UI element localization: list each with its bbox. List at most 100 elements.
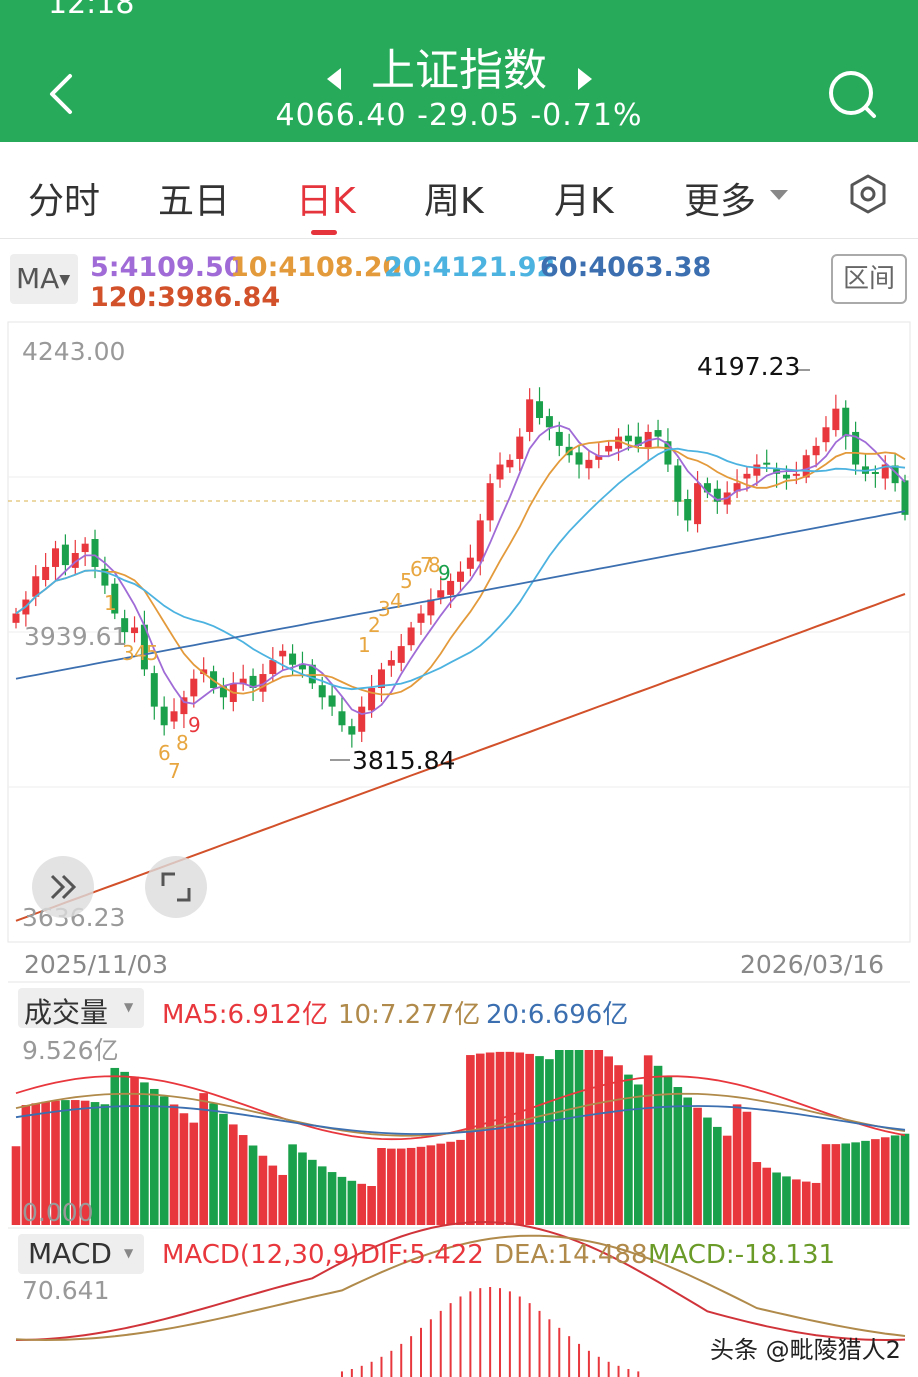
fullscreen-button[interactable] — [145, 856, 207, 918]
candle-body — [476, 520, 484, 562]
tab-intraday[interactable]: 分时 — [28, 181, 101, 222]
candle-body — [457, 571, 464, 582]
tab-five-day[interactable]: 五日 — [158, 181, 231, 222]
candle-body — [684, 498, 692, 521]
volume-bar — [169, 1104, 179, 1225]
volume-bar — [347, 1180, 357, 1225]
volume-bar — [238, 1135, 248, 1225]
volume-selector[interactable] — [18, 988, 144, 1028]
td-marker: 8 — [176, 731, 189, 755]
period-tabs — [0, 142, 918, 239]
candle-body — [318, 685, 326, 698]
volume-bar — [485, 1052, 495, 1225]
back-chevron-icon[interactable] — [50, 74, 72, 114]
candle-body — [269, 660, 277, 675]
td-marker: 1 — [358, 633, 371, 657]
chevron-down-icon: ▼ — [124, 1246, 134, 1260]
volume-ma5: MA5:6.912亿 — [162, 1000, 328, 1030]
tab-daily-k[interactable]: 日K — [296, 181, 356, 222]
next-index-triangle-icon[interactable] — [578, 68, 592, 90]
candle-body — [713, 488, 721, 502]
candle-body — [763, 462, 771, 465]
volume-ma20: 20:6.696亿 — [486, 1000, 629, 1030]
macd-value: MACD:-18.131 — [648, 1240, 836, 1270]
volume-bar — [21, 1105, 31, 1225]
volume-bar — [268, 1165, 278, 1225]
candle-body — [822, 427, 830, 443]
volume-selector-label: 成交量 — [24, 996, 109, 1029]
volume-bar — [11, 1146, 21, 1225]
volume-bar — [525, 1053, 534, 1225]
volume-bar — [51, 1100, 60, 1225]
ma10-value: 10:4108.20 — [230, 252, 402, 283]
volume-bar — [653, 1065, 663, 1225]
candle-body — [417, 613, 425, 623]
kline-y-top: 4243.00 — [22, 337, 126, 366]
volume-bar — [752, 1162, 762, 1225]
td-marker: 9 — [438, 561, 451, 585]
candle-body — [486, 483, 494, 521]
range-button[interactable]: 区间 — [831, 254, 907, 304]
candle-body — [131, 627, 139, 634]
volume-bar — [308, 1159, 317, 1225]
active-tab-indicator — [311, 230, 337, 235]
volume-bar — [80, 1100, 90, 1225]
candle-body — [437, 590, 445, 598]
volume-bar — [742, 1111, 752, 1225]
td-marker: 3 — [378, 597, 391, 621]
volume-bar — [446, 1141, 455, 1225]
td-marker: 3 — [122, 641, 135, 665]
volume-bar — [298, 1152, 307, 1225]
volume-bar — [387, 1148, 396, 1225]
candle-body — [526, 399, 534, 432]
candle-body — [871, 471, 879, 474]
candle-body — [881, 464, 889, 479]
candle-body — [298, 663, 306, 670]
volume-bar — [110, 1067, 120, 1225]
candle-body — [585, 459, 593, 469]
ma120-value: 120:3986.84 — [90, 282, 281, 313]
more-dropdown-icon[interactable] — [770, 190, 788, 200]
volume-bar — [258, 1155, 268, 1225]
candle-body — [664, 441, 672, 465]
volume-bar — [120, 1071, 129, 1225]
candle-body — [407, 627, 415, 646]
volume-bar — [288, 1144, 297, 1225]
volume-bar — [604, 1056, 613, 1225]
candle-body — [634, 436, 642, 446]
candle-body — [802, 455, 810, 478]
macd-selector[interactable] — [18, 1234, 144, 1274]
candle-body — [466, 557, 474, 569]
expand-arrows-button[interactable] — [32, 856, 94, 918]
volume-bar — [327, 1172, 337, 1225]
volume-bar — [545, 1059, 554, 1225]
volume-bar — [643, 1055, 653, 1225]
volume-bar — [535, 1056, 544, 1225]
volume-bar — [801, 1181, 811, 1225]
candle-body — [595, 455, 603, 460]
volume-bar — [90, 1102, 100, 1225]
candle-body — [674, 465, 682, 502]
volume-y-top: 9.526亿 — [22, 1036, 119, 1065]
prev-index-triangle-icon[interactable] — [327, 68, 341, 90]
header-bar — [0, 0, 918, 142]
volume-bar — [515, 1052, 525, 1225]
candle-body — [624, 435, 632, 442]
volume-bar — [149, 1088, 159, 1225]
settings-icon[interactable] — [850, 174, 886, 214]
candle-body — [160, 706, 168, 726]
candle-body — [308, 664, 316, 684]
volume-bar — [456, 1139, 465, 1225]
volume-bar — [416, 1146, 426, 1225]
tab-monthly-k[interactable]: 月K — [554, 181, 614, 222]
tab-more[interactable]: 更多 — [684, 181, 757, 222]
volume-bar — [357, 1183, 367, 1225]
ma-indicator-selector[interactable]: MA▼ — [10, 254, 78, 304]
macd-params: MACD(12,30,9) — [162, 1240, 360, 1270]
search-icon[interactable] — [829, 71, 876, 118]
candle-body — [219, 686, 227, 698]
tab-weekly-k[interactable]: 周K — [424, 181, 484, 222]
candle-body — [170, 711, 178, 722]
candle-body — [12, 613, 20, 623]
